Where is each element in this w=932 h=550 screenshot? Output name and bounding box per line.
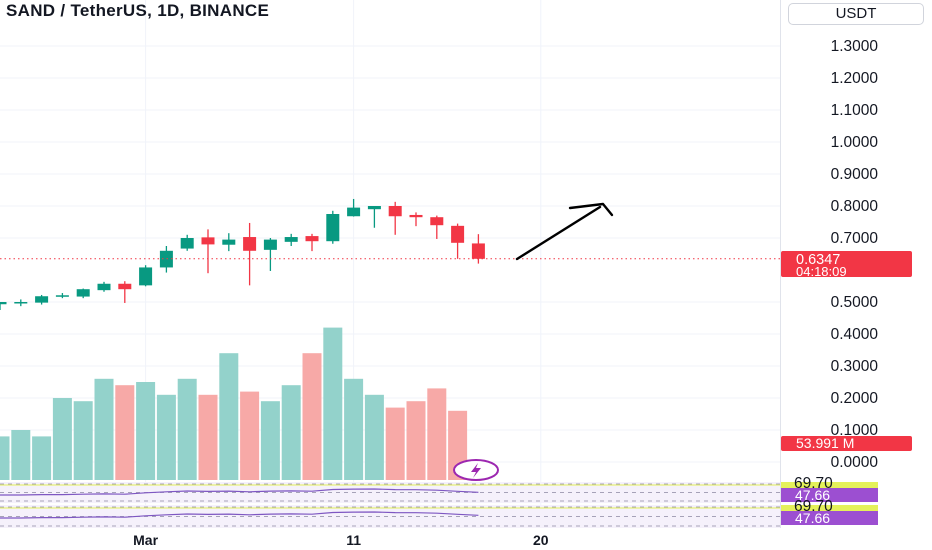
volume-bar bbox=[177, 378, 197, 480]
candle-body bbox=[284, 237, 298, 242]
volume-bar bbox=[323, 327, 343, 480]
volume-series bbox=[0, 327, 468, 480]
candle-body bbox=[180, 238, 194, 249]
candle-body bbox=[471, 243, 485, 259]
candle-body bbox=[451, 225, 465, 243]
indicator-tag-obscured-bg bbox=[781, 482, 878, 488]
volume-bar bbox=[136, 382, 156, 480]
candle-body bbox=[367, 206, 381, 210]
price-tick-label: 0.2000 bbox=[831, 390, 879, 407]
price-tick-label: 0.8000 bbox=[831, 198, 879, 215]
last-price-value: 0.6347 bbox=[796, 252, 840, 268]
indicator-obscured-value: 69.70 bbox=[794, 475, 833, 492]
volume-bar bbox=[94, 378, 114, 480]
volume-bar bbox=[302, 353, 322, 480]
lightning-icon[interactable] bbox=[453, 459, 499, 481]
indicator-tag-obscured-bg bbox=[781, 505, 878, 511]
price-tick-label: 0.9000 bbox=[831, 166, 879, 183]
price-tick-label: 0.7000 bbox=[831, 230, 879, 247]
volume-bar bbox=[344, 378, 364, 480]
candle-body bbox=[305, 236, 319, 242]
indicator-tag-bg bbox=[781, 488, 878, 502]
candle-body bbox=[55, 295, 69, 297]
volume-bar bbox=[156, 394, 176, 480]
currency-button[interactable]: USDT bbox=[788, 3, 924, 25]
indicator-value: 47.66 bbox=[795, 510, 830, 526]
price-axis[interactable]: 1.3000 1.2000 1.1000 1.0000 0.9000 0.8000 0.70… bbox=[781, 38, 912, 526]
last-price-tag-bg bbox=[781, 251, 912, 277]
arrow-annotation bbox=[515, 205, 602, 261]
candle-body bbox=[409, 214, 423, 218]
candle-series bbox=[0, 198, 485, 310]
indicator-value: 47.66 bbox=[795, 487, 830, 503]
indicator-panes bbox=[0, 482, 780, 528]
indicator-pane-bg bbox=[0, 505, 780, 528]
volume-bar bbox=[198, 394, 218, 480]
volume-bar bbox=[240, 391, 260, 480]
price-tick-label: 0.3000 bbox=[831, 358, 879, 375]
volume-bar bbox=[427, 388, 447, 480]
indicator-pane bbox=[0, 505, 780, 528]
price-tick-label: 0.0000 bbox=[831, 454, 879, 471]
volume-bar bbox=[260, 401, 280, 480]
volume-bar bbox=[406, 401, 426, 480]
candle-body bbox=[430, 217, 444, 226]
price-tick-label: 1.3000 bbox=[831, 38, 879, 55]
chart-overlays bbox=[0, 202, 780, 481]
volume-bar bbox=[11, 430, 31, 480]
price-tick-label: 0.5000 bbox=[831, 294, 879, 311]
volume-bar bbox=[281, 385, 301, 480]
candle-body bbox=[76, 289, 90, 297]
volume-bar bbox=[32, 436, 52, 480]
indicator-line bbox=[0, 488, 479, 496]
price-tick-label: 1.1000 bbox=[831, 102, 879, 119]
volume-tag: 53.991 M bbox=[781, 435, 912, 451]
indicator-line bbox=[0, 511, 479, 519]
candle-body bbox=[388, 206, 402, 217]
price-tick-label: 1.2000 bbox=[831, 70, 879, 87]
price-tick-label: 1.0000 bbox=[831, 134, 879, 151]
volume-tag-value: 53.991 M bbox=[796, 435, 854, 451]
time-tick-label: 11 bbox=[346, 532, 361, 548]
candle-body bbox=[326, 214, 340, 242]
candle-body bbox=[243, 237, 257, 251]
arrow-head bbox=[568, 202, 614, 217]
last-price-countdown: 04:18:09 bbox=[796, 264, 847, 279]
candle-body bbox=[14, 302, 28, 304]
candle-body bbox=[222, 239, 236, 245]
volume-bar bbox=[0, 436, 10, 480]
time-tick-label: Mar bbox=[133, 532, 158, 548]
volume-tag-bg bbox=[781, 436, 912, 451]
lightning-icon-bolt[interactable] bbox=[471, 463, 481, 478]
candle-body bbox=[263, 239, 277, 250]
volume-bar bbox=[115, 385, 135, 480]
volume-bar bbox=[73, 401, 93, 480]
indicator-pane-bg bbox=[0, 482, 780, 503]
candle-body bbox=[35, 296, 49, 303]
candle-body bbox=[201, 237, 215, 245]
time-axis[interactable]: Mar 11 20 bbox=[133, 532, 549, 548]
indicator-tag-bg bbox=[781, 511, 878, 525]
candle-body bbox=[347, 207, 361, 217]
candle-body bbox=[118, 283, 132, 290]
time-tick-label: 20 bbox=[533, 532, 549, 548]
indicator-obscured-value: 69.70 bbox=[794, 498, 833, 515]
candle-body bbox=[0, 302, 7, 305]
volume-bar bbox=[385, 407, 405, 480]
volume-bar bbox=[364, 394, 384, 480]
chart-title: SAND / TetherUS, 1D, BINANCE bbox=[6, 1, 270, 20]
candle-body bbox=[159, 250, 173, 268]
volume-bar bbox=[219, 353, 239, 480]
price-tick-label: 0.1000 bbox=[831, 422, 879, 439]
indicator-pane bbox=[0, 482, 780, 503]
volume-bar bbox=[52, 398, 72, 480]
price-tick-label: 0.4000 bbox=[831, 326, 879, 343]
candle-body bbox=[97, 283, 111, 291]
candle-body bbox=[139, 267, 153, 286]
